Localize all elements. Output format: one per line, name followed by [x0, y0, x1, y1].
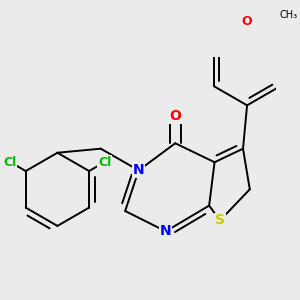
Text: Cl: Cl [98, 155, 111, 169]
Text: N: N [160, 224, 172, 238]
Text: N: N [133, 164, 145, 177]
Text: Cl: Cl [4, 155, 17, 169]
Text: O: O [169, 109, 181, 123]
Text: S: S [215, 214, 225, 227]
Text: O: O [242, 15, 252, 28]
Text: CH₃: CH₃ [280, 10, 298, 20]
